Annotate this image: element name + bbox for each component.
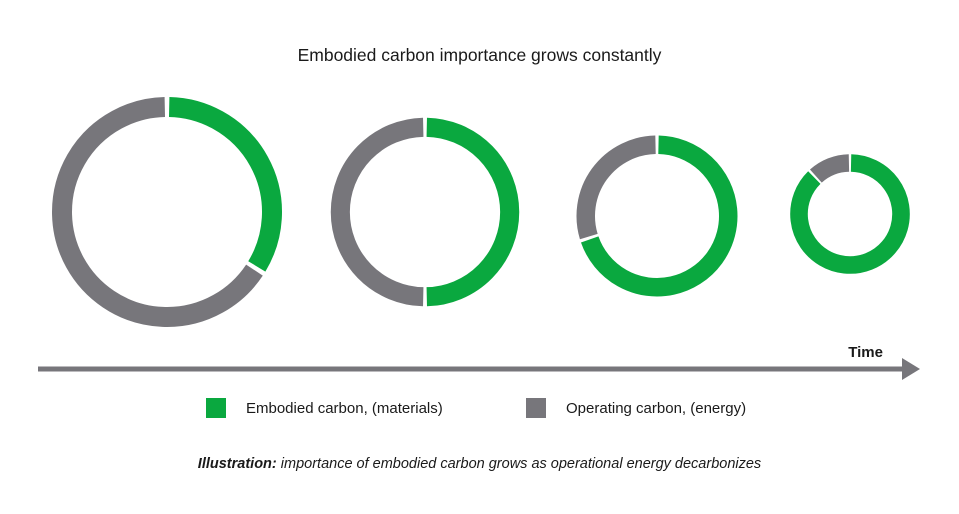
donut-3-embodied-arc [580, 135, 738, 297]
donut-2 [330, 117, 520, 307]
donut-1-operating-arc [52, 97, 263, 327]
donut-4 [790, 154, 910, 274]
time-axis-label: Time [848, 344, 883, 361]
donut-3-operating-arc [576, 135, 657, 240]
legend-label-operating: Operating carbon, (energy) [566, 400, 746, 417]
caption: Illustration: importance of embodied car… [0, 456, 959, 472]
donut-4-operating-arc [809, 154, 850, 183]
donut-group [52, 97, 910, 327]
donut-3 [576, 135, 738, 297]
time-arrow-head [902, 358, 920, 380]
donut-2-operating-arc [330, 117, 424, 307]
legend-label-embodied: Embodied carbon, (materials) [246, 400, 443, 417]
donut-1 [52, 97, 282, 327]
legend-swatch-operating [526, 398, 546, 418]
donut-4-embodied-arc [790, 154, 910, 274]
caption-lead: Illustration: [197, 456, 277, 472]
time-axis: Time [38, 344, 920, 380]
donut-2-embodied-arc [426, 117, 520, 307]
chart-title: Embodied carbon importance grows constan… [298, 45, 662, 65]
legend-swatch-embodied [206, 398, 226, 418]
legend: Embodied carbon, (materials) Operating c… [206, 398, 746, 418]
donut-1-embodied-arc [168, 97, 282, 272]
caption-text: importance of embodied carbon grows as o… [276, 456, 762, 472]
